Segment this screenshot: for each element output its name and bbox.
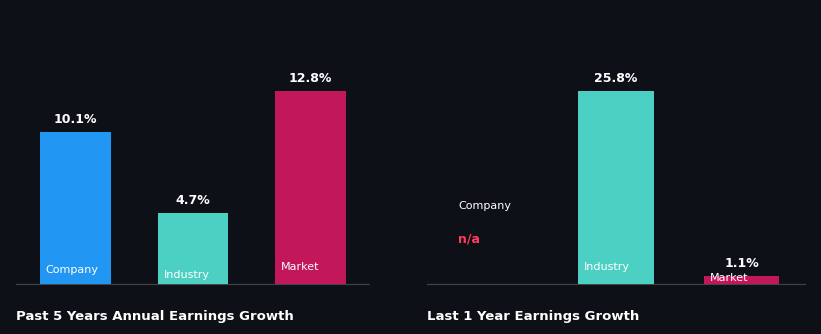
- Bar: [40, 132, 111, 284]
- Text: 25.8%: 25.8%: [594, 72, 637, 85]
- Text: Market: Market: [710, 274, 749, 284]
- Text: 4.7%: 4.7%: [176, 194, 210, 207]
- Text: Industry: Industry: [585, 262, 631, 272]
- Text: Past 5 Years Annual Earnings Growth: Past 5 Years Annual Earnings Growth: [16, 310, 294, 323]
- Bar: [158, 213, 228, 284]
- Bar: [578, 91, 654, 284]
- Text: Company: Company: [46, 265, 99, 275]
- Text: 10.1%: 10.1%: [53, 113, 97, 126]
- Bar: [275, 91, 346, 284]
- Text: 1.1%: 1.1%: [724, 257, 759, 270]
- Text: Last 1 Year Earnings Growth: Last 1 Year Earnings Growth: [427, 310, 640, 323]
- Text: 12.8%: 12.8%: [289, 72, 333, 85]
- Text: Industry: Industry: [163, 270, 209, 280]
- Text: Market: Market: [281, 262, 319, 272]
- Bar: [704, 276, 779, 284]
- Text: n/a: n/a: [458, 232, 480, 245]
- Text: Company: Company: [458, 201, 511, 210]
